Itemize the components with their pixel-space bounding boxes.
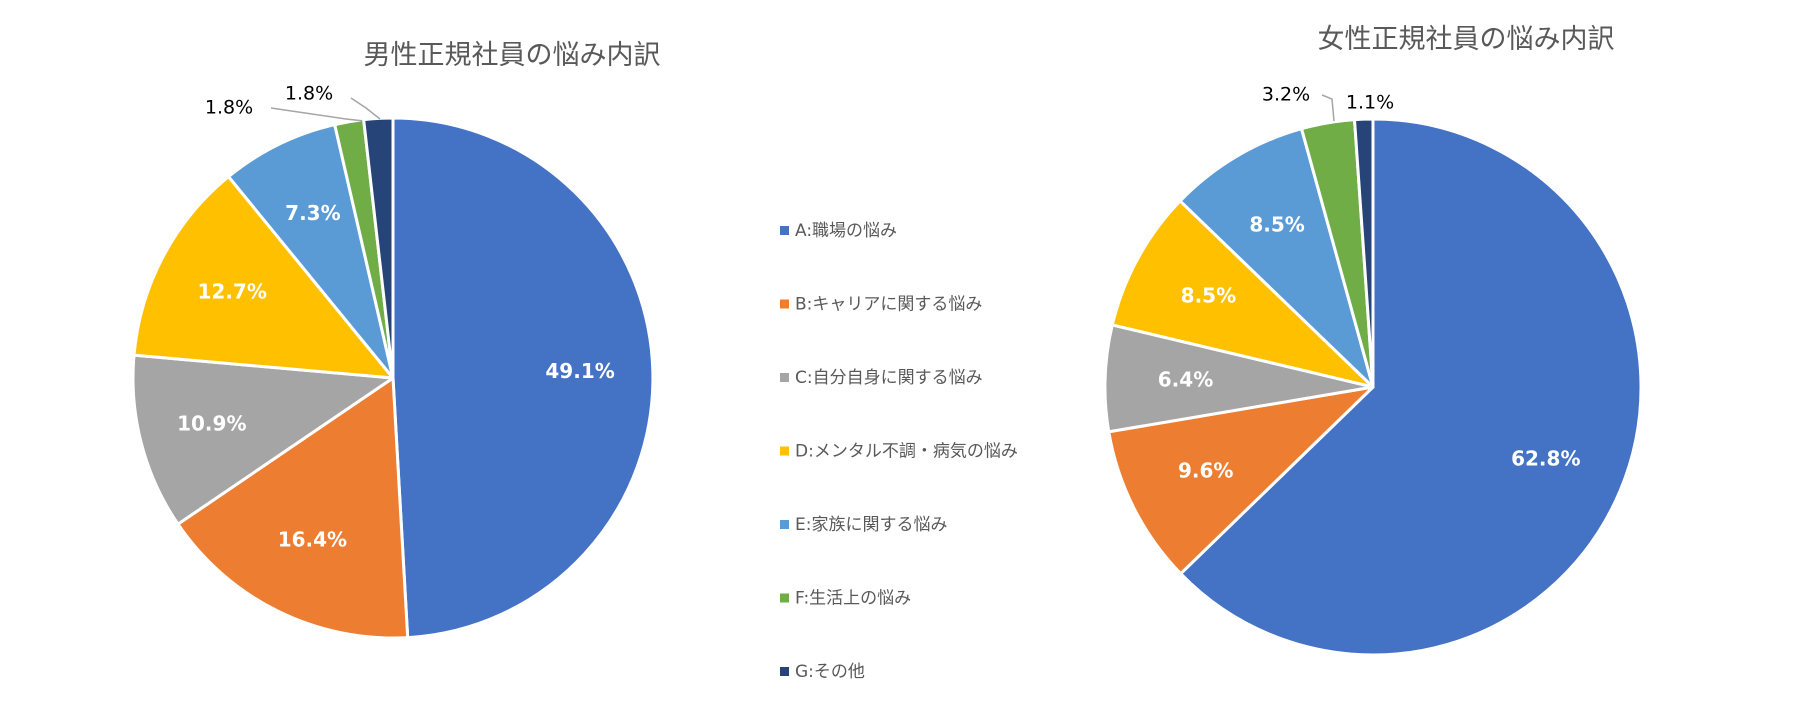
male-slice-0: [391, 116, 655, 640]
legend-swatch-0: [780, 226, 789, 235]
legend-swatch-4: [780, 520, 789, 529]
legend-swatch-3: [780, 446, 789, 456]
female-data-label-5: 3.2%: [1262, 84, 1310, 106]
female-leader-line-5: [1321, 94, 1335, 122]
female-data-label-4: 8.5%: [1249, 212, 1304, 236]
female-slice-1: [1107, 385, 1375, 576]
male-leader-line-6: [350, 97, 381, 120]
legend-label-6: G:その他: [795, 662, 865, 682]
female-data-label-3: 8.5%: [1181, 284, 1236, 308]
male-slice-1: [176, 376, 410, 640]
female-data-label-0: 62.8%: [1511, 447, 1580, 471]
legend-label-1: B:キャリアに関する悩み: [795, 295, 982, 315]
legend: A:職場の悩み B:キャリアに関する悩み C:自分自身に関する悩み D:メンタル不調・…: [780, 221, 1018, 682]
male-slice-2: [131, 353, 395, 526]
legend-label-3: D:メンタル不調・病気の悩み: [795, 442, 1018, 462]
male-data-label-2: 10.9%: [177, 412, 246, 436]
male-data-label-0: 49.1%: [545, 359, 614, 383]
male-pie: 49.1% 16.4% 10.9% 12.7% 7.3% 1.8% 1.8%: [131, 83, 655, 640]
female-data-label-2: 6.4%: [1158, 367, 1213, 391]
male-data-label-1: 16.4%: [278, 528, 347, 552]
female-data-label-6: 1.1%: [1346, 92, 1394, 114]
legend-label-5: F:生活上の悩み: [795, 589, 911, 609]
female-pie: 62.8% 9.6% 6.4% 8.5% 8.5% 3.2% 1.1%: [1103, 84, 1643, 657]
legend-swatch-1: [780, 299, 789, 309]
female-slice-6: [1353, 117, 1375, 389]
male-slice-3: [132, 175, 395, 380]
female-slice-4: [1178, 127, 1375, 389]
female-data-label-1: 9.6%: [1178, 458, 1233, 482]
female-slice-0: [1179, 117, 1643, 657]
legend-swatch-2: [780, 373, 789, 382]
male-data-label-3: 12.7%: [198, 279, 267, 303]
legend-label-4: E:家族に関する悩み: [795, 515, 947, 535]
legend-swatch-6: [780, 667, 789, 676]
legend-label-2: C:自分自身に関する悩み: [795, 368, 983, 388]
legend-label-0: A:職場の悩み: [795, 221, 897, 241]
male-chart-title: 男性正規社員の悩み内訳: [364, 40, 661, 71]
female-chart-title: 女性正規社員の悩み内訳: [1318, 24, 1615, 55]
male-data-label-5: 1.8%: [205, 97, 253, 119]
male-data-label-6: 1.8%: [285, 83, 333, 105]
male-data-label-4: 7.3%: [285, 201, 340, 225]
legend-swatch-5: [780, 593, 789, 603]
female-slice-3: [1110, 199, 1375, 389]
male-slice-4: [227, 123, 395, 380]
male-leader-line-5: [270, 107, 365, 122]
